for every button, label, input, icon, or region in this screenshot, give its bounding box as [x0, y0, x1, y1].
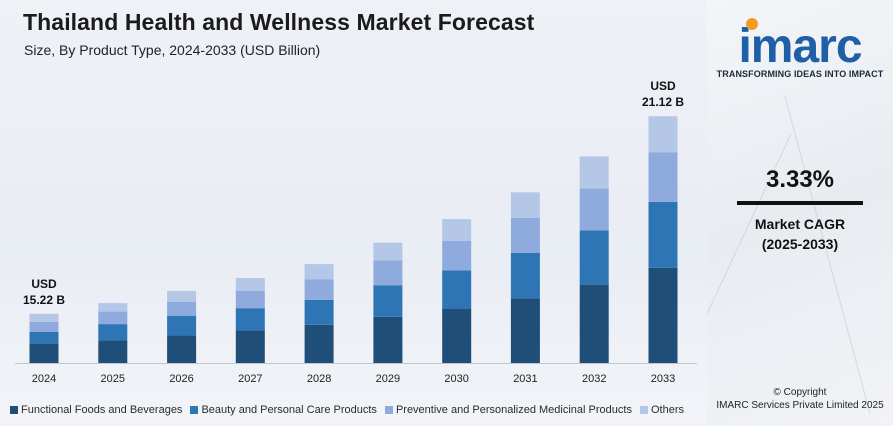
- chart-legend: Functional Foods and Beverages Beauty and…: [10, 402, 692, 418]
- copyright-line2: IMARC Services Private Limited 2025: [716, 400, 884, 411]
- bar-segment-2028-s1: [304, 299, 334, 325]
- bar-segment-2028-s0: [304, 324, 334, 363]
- bar-segment-2033-s3: [648, 116, 678, 153]
- x-tick-label: 2031: [513, 373, 537, 385]
- x-tick-label: 2029: [376, 373, 400, 385]
- legend-label: Others: [650, 404, 684, 416]
- annotation-value: 15.22 B: [23, 293, 65, 307]
- bar-segment-2025-s2: [98, 311, 128, 325]
- cagr-divider: [737, 201, 863, 205]
- stacked-bar-chart: 2024 2025 2026 2027 2028 2029 2030 2031 2032 2033…: [15, 79, 697, 385]
- bar-segment-2033-s0: [648, 267, 678, 363]
- bar-segment-2033-s1: [648, 201, 678, 268]
- brand-sidebar: imarc TRANSFORMING IDEAS INTO IMPACT 3.3…: [707, 0, 893, 426]
- bar-segment-2032-s1: [579, 230, 609, 285]
- x-tick-label: 2025: [101, 373, 125, 385]
- bar-segment-2029-s2: [373, 260, 403, 286]
- legend-swatch: [10, 406, 18, 414]
- bar-segment-2029-s1: [373, 285, 403, 317]
- chart-subtitle: Size, By Product Type, 2024-2033 (USD Bi…: [24, 42, 321, 58]
- bar-segment-2032-s3: [579, 156, 609, 189]
- x-tick-label: 2028: [307, 373, 331, 385]
- x-tick-label: 2030: [444, 373, 468, 385]
- imarc-logo: imarc: [707, 18, 893, 73]
- cagr-label-line1: Market CAGR: [754, 216, 846, 232]
- legend-item-3: Others: [639, 404, 684, 416]
- bar-segment-2024-s1: [29, 332, 59, 344]
- bar-segment-2030-s1: [442, 270, 472, 309]
- logo-text: imarc: [738, 20, 862, 73]
- bar-segment-2024-s3: [29, 313, 59, 322]
- copyright-notice: © Copyright IMARC Services Private Limit…: [707, 386, 893, 412]
- bar-segment-2027-s1: [235, 308, 265, 331]
- bar-segment-2032-s0: [579, 284, 609, 363]
- bar-segment-2025-s3: [98, 303, 128, 312]
- legend-label: Preventive and Personalized Medicinal Pr…: [395, 404, 632, 416]
- bar-segment-2033-s2: [648, 152, 678, 202]
- annotation-value: 21.12 B: [642, 95, 684, 109]
- legend-item-2: Preventive and Personalized Medicinal Pr…: [384, 404, 632, 416]
- cagr-label-period: (2025-2033): [761, 236, 839, 252]
- annotation-currency: USD: [31, 277, 57, 291]
- logo-wordmark: imarc: [738, 18, 863, 73]
- x-tick-label: 2027: [238, 373, 262, 385]
- x-tick-label: 2033: [651, 373, 675, 385]
- bar-segment-2031-s3: [510, 192, 540, 218]
- x-tick-label: 2026: [169, 373, 193, 385]
- bar-segment-2028-s2: [304, 279, 334, 300]
- legend-label: Functional Foods and Beverages: [21, 404, 183, 416]
- bar-segment-2030-s0: [442, 308, 472, 363]
- bar-segment-2028-s3: [304, 264, 334, 280]
- bar-segment-2029-s0: [373, 316, 403, 363]
- legend-swatch: [384, 406, 393, 414]
- legend-swatch: [639, 406, 648, 414]
- bar-segment-2031-s2: [510, 218, 540, 253]
- copyright-line1: © Copyright: [773, 387, 827, 398]
- bar-segment-2027-s2: [235, 290, 265, 309]
- bar-segment-2031-s1: [510, 253, 540, 299]
- chart-title: Thailand Health and Wellness Market Fore…: [23, 9, 535, 35]
- x-tick-label: 2024: [32, 373, 56, 385]
- legend-item-1: Beauty and Personal Care Products: [190, 404, 377, 416]
- bar-segment-2024-s0: [29, 343, 59, 363]
- annotation-currency: USD: [650, 79, 676, 93]
- bar-segment-2031-s0: [510, 298, 540, 363]
- bar-segment-2030-s3: [442, 219, 472, 241]
- bar-segment-2029-s3: [373, 242, 403, 261]
- bar-segment-2025-s1: [98, 324, 128, 341]
- cagr-value: 3.33%: [765, 166, 835, 193]
- bar-segment-2030-s2: [442, 240, 472, 271]
- legend-swatch: [190, 406, 199, 414]
- cagr-label: Market CAGR (2025-2033): [707, 214, 893, 254]
- bar-segment-2025-s0: [98, 340, 128, 363]
- logo-dot-icon: [746, 18, 759, 30]
- bar-segment-2027-s3: [235, 278, 265, 291]
- bar-segment-2026-s1: [167, 315, 197, 336]
- background-decoration: [784, 95, 871, 415]
- chart-panel: Thailand Health and Wellness Market Fore…: [0, 0, 707, 426]
- bar-segment-2026-s0: [167, 335, 197, 363]
- legend-label: Beauty and Personal Care Products: [201, 404, 377, 416]
- bar-segment-2026-s2: [167, 302, 197, 316]
- bar-segment-2027-s0: [235, 330, 265, 363]
- bar-segment-2032-s2: [579, 188, 609, 231]
- bar-segment-2024-s2: [29, 321, 59, 332]
- bar-segment-2026-s3: [167, 290, 197, 302]
- x-tick-label: 2032: [582, 373, 606, 385]
- logo-tagline: TRANSFORMING IDEAS INTO IMPACT: [716, 69, 884, 79]
- legend-item-0: Functional Foods and Beverages: [10, 404, 182, 416]
